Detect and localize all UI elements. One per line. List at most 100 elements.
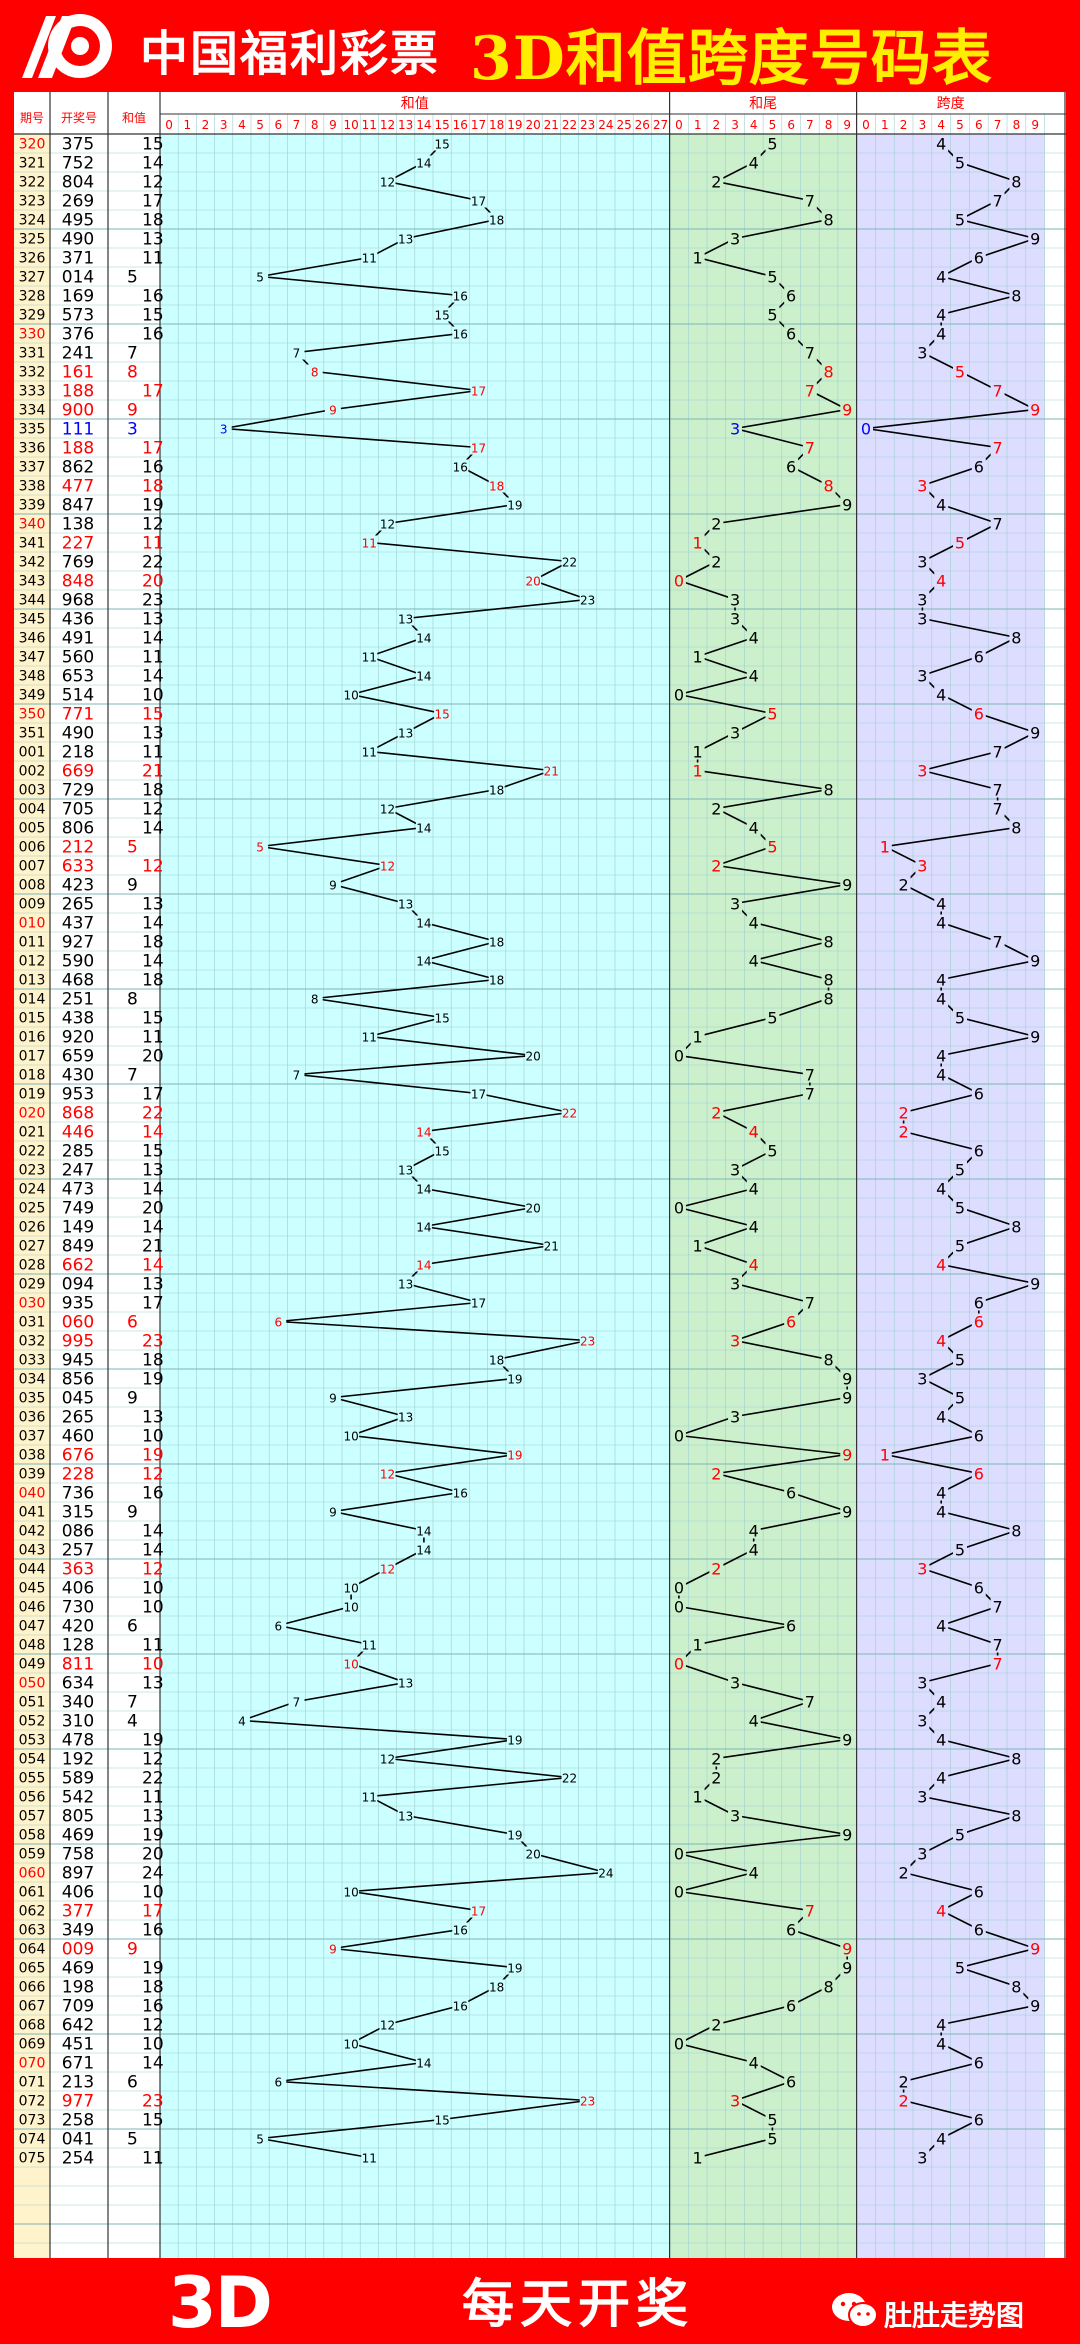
sum-point-bg [470,193,487,208]
tail-point-bg [746,1712,761,1729]
tail-point-label: 2 [711,553,721,572]
tail-point-bg [746,2054,761,2071]
sum-point-label: 14 [416,1259,431,1273]
sum-point-label: 6 [274,2076,282,2090]
sum-point-bg [415,155,432,170]
span-point-label: 6 [974,1883,984,1902]
tail-point-bg [709,1769,724,1786]
sum-cell: 10 [142,1427,164,1447]
sum-cell: 22 [142,553,164,573]
number-cell: 736 [62,1484,94,1504]
number-cell: 420 [62,1617,94,1637]
number-cell: 927 [62,933,94,953]
tail-point-label: 1 [693,1788,703,1807]
sum-axis-tick: 2 [202,118,210,132]
number-cell: 473 [62,1180,94,1200]
sum-cell: 17 [142,1294,164,1314]
tail-point-bg [746,1218,761,1235]
tail-point-bg [840,1959,855,1976]
span-point-label: 8 [1011,1750,1021,1769]
tail-point-bg [784,2073,799,2090]
span-point-bg [934,1484,949,1501]
period-cell: 037 [19,1429,46,1445]
span-point-label: 4 [936,268,946,287]
span-point-bg [953,1161,967,1178]
sum-cell: 6 [127,1313,138,1333]
tail-point-label: 0 [674,2035,684,2054]
sum-point-label: 18 [489,214,504,228]
tail-point-label: 5 [767,1009,777,1028]
span-point-bg [990,743,1005,760]
span-axis-tick: 6 [975,118,983,132]
span-point-bg [934,1693,949,1710]
span-point-bg [915,1674,930,1691]
span-point-bg [1009,287,1024,304]
period-cell: 028 [19,1258,46,1274]
number-cell: 254 [62,2149,94,2169]
span-point-label: 5 [955,1826,965,1845]
tail-point-label: 7 [805,1294,815,1313]
span-point-bg [934,1066,949,1083]
sum-point-label: 14 [416,917,431,931]
tail-point-bg [765,1009,780,1026]
period-cell: 071 [19,2075,46,2091]
tail-point-bg [765,268,780,285]
span-point-label: 2 [899,1123,909,1142]
number-cell: 446 [62,1123,94,1143]
sum-cell: 5 [127,838,138,858]
sum-point-bg [397,611,414,626]
period-cell: 047 [19,1619,46,1635]
number-cell: 633 [62,857,94,877]
span-point-label: 6 [974,1465,984,1484]
sum-point-label: 16 [453,1487,468,1501]
number-cell: 138 [62,515,94,535]
sum-cell: 17 [142,1085,164,1105]
tail-point-label: 4 [749,1864,759,1883]
number-cell: 897 [62,1864,94,1884]
sum-point-bg [415,1181,432,1196]
sum-point-label: 11 [362,651,377,665]
sum-point-label: 7 [293,347,301,361]
sum-cell: 14 [142,1123,164,1143]
sum-point-bg [270,2074,287,2089]
sum-point-label: 13 [398,898,413,912]
tail-axis-tick: 6 [787,118,795,132]
period-cell: 340 [19,517,46,533]
number-cell: 406 [62,1579,94,1599]
period-cell: 016 [19,1030,46,1046]
number-cell: 349 [62,1921,94,1941]
number-cell: 642 [62,2016,94,2036]
sum-point-label: 14 [416,1525,431,1539]
sum-cell: 22 [142,1104,164,1124]
sum-axis-tick: 15 [434,118,449,132]
period-cell: 029 [19,1277,46,1293]
tail-point-label: 6 [786,1313,796,1332]
sum-cell: 9 [127,1503,138,1523]
sum-axis-tick: 13 [398,118,413,132]
span-point-bg [953,154,967,171]
sum-point-label: 15 [434,1012,449,1026]
tail-point-label: 5 [767,705,777,724]
period-cell: 331 [19,346,46,362]
tail-point-bg [802,1066,817,1083]
number-cell: 849 [62,1237,94,1257]
span-point-label: 1 [880,838,890,857]
welfare-lottery-logo-icon [22,14,112,78]
sum-point-bg [343,1656,360,1671]
span-point-label: 3 [917,2149,927,2168]
sum-point-label: 18 [489,1981,504,1995]
span-point-bg [896,2092,911,2109]
span-point-bg [934,268,949,285]
period-cell: 004 [19,802,46,818]
sum-point-bg [343,1580,360,1595]
tail-axis-tick: 1 [694,118,702,132]
number-cell: 847 [62,496,94,516]
tail-point-bg [709,553,724,570]
sum-point-bg [361,1029,378,1044]
tail-point-label: 9 [842,1389,852,1408]
tail-point-bg [765,2130,780,2147]
period-cell: 036 [19,1410,46,1426]
number-cell: 376 [62,325,94,345]
sum-point-bg [288,345,305,360]
number-cell: 490 [62,724,94,744]
